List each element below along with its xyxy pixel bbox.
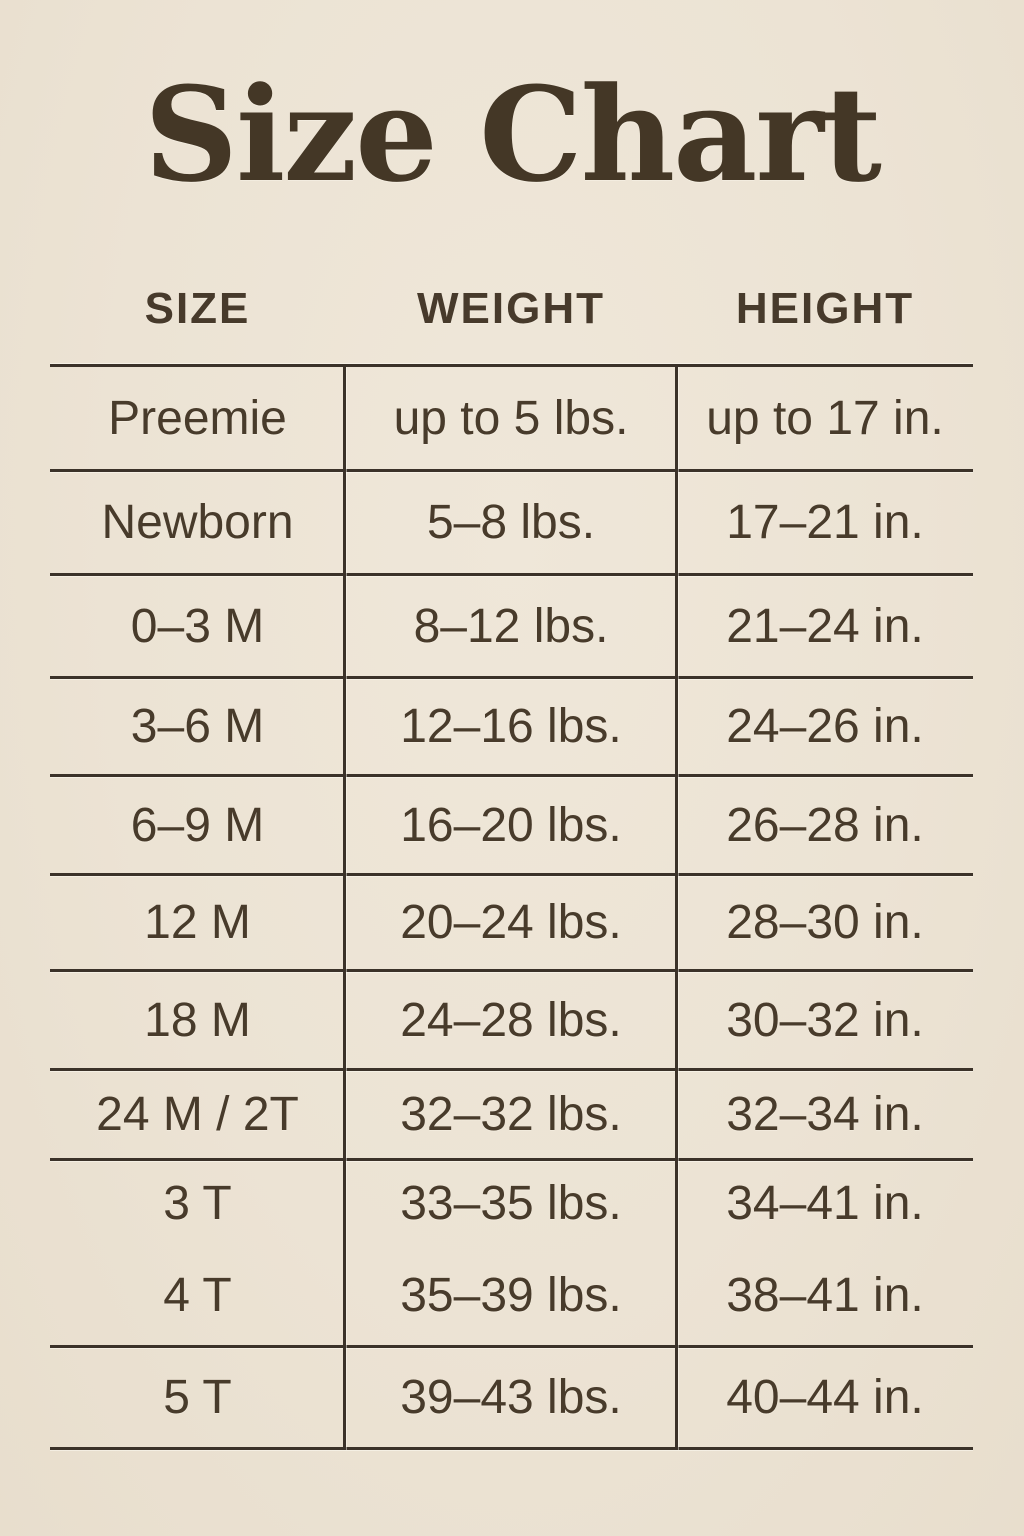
size-cell: 24 M / 2T xyxy=(96,1088,299,1141)
table-row: 5 T 39–43 lbs. 40–44 in. xyxy=(50,1348,973,1450)
height-cell: 21–24 in. xyxy=(726,599,924,653)
size-cell: 18 M xyxy=(144,993,251,1047)
size-cell: 4 T xyxy=(163,1269,232,1322)
weight-cell: 39–43 lbs. xyxy=(400,1371,622,1424)
weight-cell: 8–12 lbs. xyxy=(413,599,609,653)
table-row: 18 M 24–28 lbs. 30–32 in. xyxy=(50,972,973,1071)
table-row: 24 M / 2T 32–32 lbs. 32–34 in. xyxy=(50,1071,973,1161)
table-row: 6–9 M 16–20 lbs. 26–28 in. xyxy=(50,777,973,876)
size-cell: 0–3 M xyxy=(130,599,265,653)
size-cell: Preemie xyxy=(108,391,287,445)
height-cell: 24–26 in. xyxy=(726,700,924,753)
page-title: Size Chart xyxy=(144,58,882,211)
column-header-size: SIZE xyxy=(144,284,251,333)
height-cell: 34–41 in. xyxy=(726,1177,924,1230)
weight-cell: 24–28 lbs. xyxy=(400,993,622,1047)
height-cell: up to 17 in. xyxy=(706,391,944,445)
size-cell: 6–9 M xyxy=(130,798,265,852)
height-cell: 30–32 in. xyxy=(726,993,924,1047)
column-header-height: HEIGHT xyxy=(735,284,915,333)
size-cell: 3 T xyxy=(163,1177,232,1230)
table-row: 4 T 35–39 lbs. 38–41 in. xyxy=(50,1246,973,1348)
height-cell: 17–21 in. xyxy=(726,496,924,549)
height-cell: 28–30 in. xyxy=(726,896,924,949)
table-row: 12 M 20–24 lbs. 28–30 in. xyxy=(50,876,973,972)
weight-cell: 32–32 lbs. xyxy=(400,1088,622,1141)
table-row: Newborn 5–8 lbs. 17–21 in. xyxy=(50,472,973,576)
weight-cell: 20–24 lbs. xyxy=(400,896,622,949)
height-cell: 32–34 in. xyxy=(726,1088,924,1141)
size-cell: 3–6 M xyxy=(130,700,265,753)
height-cell: 26–28 in. xyxy=(726,798,924,852)
table-row: 3–6 M 12–16 lbs. 24–26 in. xyxy=(50,679,973,777)
size-cell: 5 T xyxy=(163,1371,232,1424)
weight-cell: 35–39 lbs. xyxy=(400,1269,622,1322)
column-header-weight: WEIGHT xyxy=(417,284,605,333)
height-cell: 40–44 in. xyxy=(726,1371,924,1424)
weight-cell: 12–16 lbs. xyxy=(400,700,622,753)
height-cell: 38–41 in. xyxy=(726,1269,924,1322)
weight-cell: up to 5 lbs. xyxy=(393,391,629,445)
weight-cell: 33–35 lbs. xyxy=(400,1177,622,1230)
table-row: 0–3 M 8–12 lbs. 21–24 in. xyxy=(50,576,973,679)
weight-cell: 16–20 lbs. xyxy=(400,798,622,852)
size-cell: 12 M xyxy=(144,896,251,949)
table-row: 3 T 33–35 lbs. 34–41 in. xyxy=(50,1161,973,1246)
size-chart-table: Preemie up to 5 lbs. up to 17 in. Newbor… xyxy=(50,364,973,1450)
table-column-headers: SIZE WEIGHT HEIGHT xyxy=(50,282,973,336)
table-row: Preemie up to 5 lbs. up to 17 in. xyxy=(50,367,973,472)
size-cell: Newborn xyxy=(101,496,294,549)
column-divider-1 xyxy=(343,367,346,1450)
weight-cell: 5–8 lbs. xyxy=(426,496,596,549)
column-divider-2 xyxy=(675,367,678,1450)
